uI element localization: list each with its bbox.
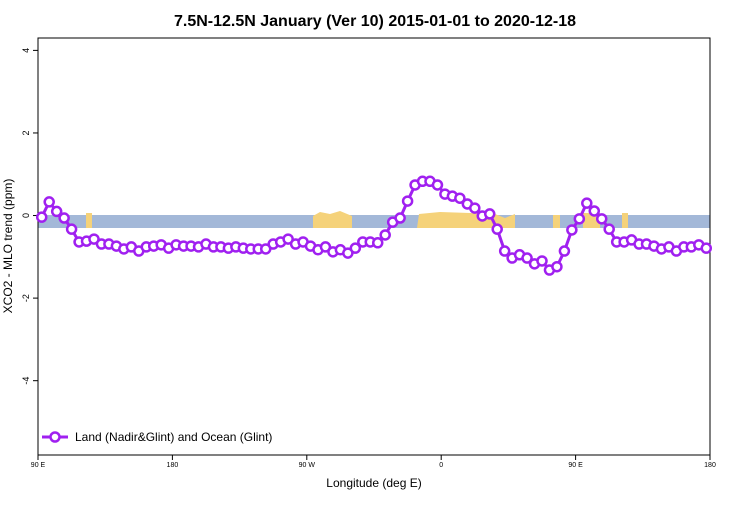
x-tick-label: 90 E	[568, 462, 583, 469]
x-tick-label: 90 W	[299, 462, 316, 469]
data-point	[319, 241, 332, 253]
legend-marker	[49, 431, 61, 443]
data-point	[498, 245, 511, 257]
x-tick-label: 90 E	[31, 462, 46, 469]
data-point	[401, 195, 414, 207]
data-point	[573, 213, 586, 225]
chart-title: 7.5N-12.5N January (Ver 10) 2015-01-01 t…	[174, 13, 576, 30]
data-point	[595, 213, 608, 225]
data-point	[282, 233, 294, 245]
data-point	[259, 243, 272, 255]
y-tick-label: 2	[21, 130, 31, 135]
land-patch	[583, 213, 600, 228]
data-point	[483, 208, 496, 220]
land-patch	[622, 213, 628, 228]
y-tick-label: -4	[21, 377, 31, 385]
data-point	[349, 242, 362, 254]
data-point	[342, 247, 354, 259]
data-point	[469, 202, 481, 214]
y-axis-label: XCO2 - MLO trend (ppm)	[1, 179, 15, 314]
land-patch	[553, 215, 560, 228]
data-point	[88, 233, 100, 245]
data-point	[566, 224, 578, 236]
land-patch	[86, 213, 92, 228]
y-tick-label: 4	[21, 48, 31, 53]
data-point	[588, 205, 601, 217]
legend-label: Land (Nadir&Glint) and Ocean (Glint)	[75, 430, 272, 444]
data-point	[581, 197, 593, 209]
y-tick-label: -2	[21, 294, 31, 302]
data-point	[65, 223, 78, 235]
data-point	[454, 192, 466, 204]
data-point	[379, 229, 391, 241]
land-patch	[313, 211, 352, 228]
data-point	[603, 223, 615, 235]
data-point	[394, 212, 406, 224]
legend: Land (Nadir&Glint) and Ocean (Glint)	[42, 430, 272, 444]
data-point	[558, 245, 571, 257]
data-point	[371, 237, 384, 249]
y-tick-label: 0	[21, 213, 31, 218]
ocean-band	[38, 215, 710, 228]
data-point	[50, 205, 63, 218]
data-point	[521, 252, 533, 264]
x-tick-label: 180	[704, 462, 716, 469]
data-point	[536, 255, 548, 267]
data-point	[35, 211, 48, 223]
data-point	[58, 212, 70, 224]
data-point	[491, 223, 503, 235]
data-point	[551, 260, 563, 273]
data-point	[431, 179, 444, 191]
x-tick-label: 0	[439, 462, 443, 469]
data-point	[43, 196, 55, 208]
data-point	[700, 242, 713, 254]
x-axis-label: Longitude (deg E)	[326, 476, 421, 490]
x-tick-label: 180	[167, 462, 179, 469]
